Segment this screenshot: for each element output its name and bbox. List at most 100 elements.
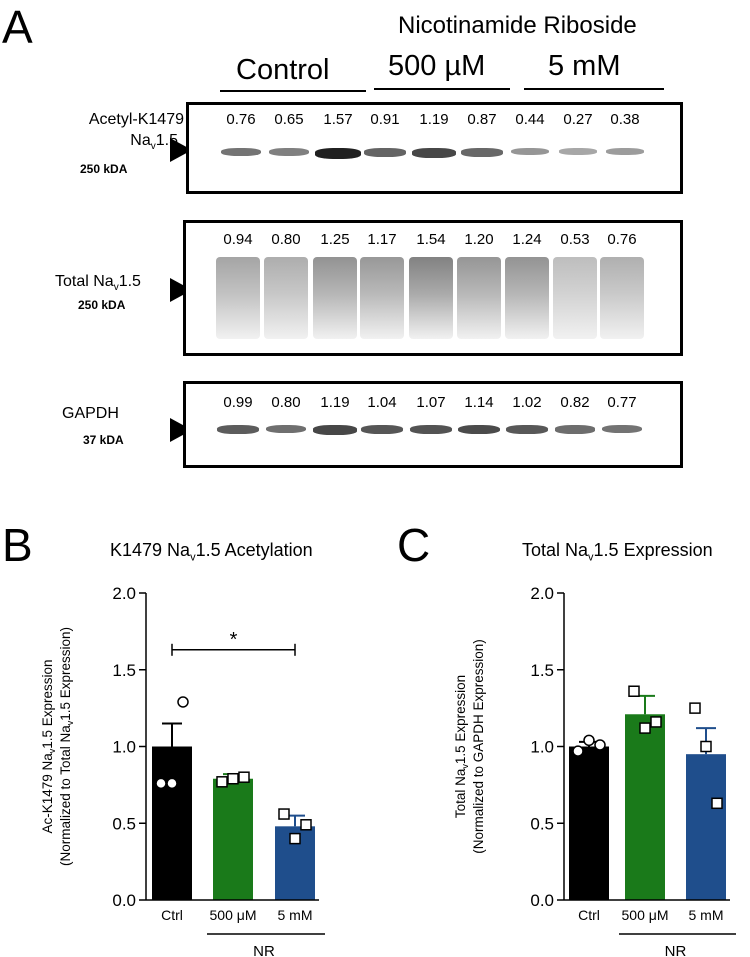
data-point xyxy=(227,772,239,785)
quant-value: 1.25 xyxy=(320,231,350,248)
band-lane xyxy=(313,257,357,339)
quant-value: 1.07 xyxy=(416,394,446,411)
quant-value: 0.94 xyxy=(223,231,253,248)
y-tick-label: 0.0 xyxy=(112,891,136,910)
band-lane xyxy=(315,148,361,159)
blot1-label-line1: Acetyl-K1479 xyxy=(88,111,184,128)
data-point xyxy=(700,740,712,753)
band-lane xyxy=(505,425,549,435)
data-point xyxy=(278,808,290,820)
x-tick-label: 5 mM xyxy=(689,907,724,923)
quant-value: 0.80 xyxy=(271,231,301,248)
bar xyxy=(686,754,726,900)
bar xyxy=(152,746,192,900)
quant-value: 1.04 xyxy=(367,394,397,411)
data-point xyxy=(216,776,228,788)
quant-value: 1.20 xyxy=(464,231,494,248)
band-lane xyxy=(264,257,308,339)
blot2-label: Total Nav1.5 xyxy=(55,273,141,294)
data-point xyxy=(155,777,167,790)
quant-value: 0.44 xyxy=(515,111,545,128)
blot2-kda: 250 kDA xyxy=(78,298,126,312)
panel-a-letter: A xyxy=(2,1,33,53)
treatment-title: Nicotinamide Riboside xyxy=(398,12,637,39)
data-point xyxy=(639,722,651,734)
quant-value: 0.80 xyxy=(271,394,301,411)
quant-value: 0.87 xyxy=(467,111,497,128)
y-tick-label: 1.0 xyxy=(530,738,554,757)
band-lane xyxy=(364,148,406,157)
band-lane xyxy=(559,148,597,156)
data-point xyxy=(177,696,189,708)
band-lane xyxy=(265,425,307,434)
quant-value: 0.53 xyxy=(560,231,590,248)
group-underline-5mm xyxy=(524,88,664,90)
band-lane xyxy=(313,425,357,435)
blot3-label: GAPDH xyxy=(62,405,119,422)
data-point xyxy=(650,716,662,728)
significance-star: * xyxy=(230,629,238,651)
group-underline-500um xyxy=(374,88,510,90)
group-underline-control xyxy=(220,90,366,92)
blot3-kda: 37 kDA xyxy=(83,433,124,447)
blot-total-nav15: 0.94 0.80 1.25 1.17 1.54 1.20 1.24 0.53 0.76 xyxy=(183,220,683,356)
data-point xyxy=(166,777,178,790)
panel-c-letter: C xyxy=(397,519,431,571)
band-lane xyxy=(409,425,453,435)
y-tick-label: 1.5 xyxy=(112,661,136,680)
quant-value: 1.02 xyxy=(512,394,542,411)
bar xyxy=(625,714,665,900)
band-lane xyxy=(412,148,456,158)
y-axis-label-line1: Total Nav1.5 Expression xyxy=(453,675,470,818)
y-tick-label: 2.0 xyxy=(530,584,554,603)
quant-value: 0.38 xyxy=(610,111,640,128)
data-point xyxy=(572,745,584,757)
chart-b: 0.0 0.5 1.0 1.5 2.0 Ac-K1479 Nav1.5 Expressio… xyxy=(40,584,325,957)
band-lane xyxy=(409,257,453,339)
x-tick-label: Ctrl xyxy=(161,907,183,923)
data-point xyxy=(594,739,606,751)
quant-value: 0.27 xyxy=(563,111,593,128)
band-lane xyxy=(220,148,262,157)
x-tick-label: 5 mM xyxy=(278,907,313,923)
quant-value: 1.24 xyxy=(512,231,542,248)
data-point xyxy=(583,734,595,747)
y-axis-label-line2: (Normalized to Total Nav1.5 Expression) xyxy=(58,627,75,866)
blot-gapdh: 0.99 0.80 1.19 1.04 1.07 1.14 1.02 0.82 0.77 xyxy=(183,381,683,468)
band-lane xyxy=(360,425,404,435)
y-tick-label: 1.5 xyxy=(530,661,554,680)
band-lane xyxy=(601,425,643,434)
y-axis-label-line1: Ac-K1479 Nav1.5 Expression xyxy=(40,659,57,833)
x-tick-label: 500 μM xyxy=(210,907,257,923)
blot1-label-line2: Nav1.5 xyxy=(130,131,178,152)
y-tick-label: 0.5 xyxy=(530,814,554,833)
quant-value: 1.19 xyxy=(320,394,350,411)
quant-value: 0.82 xyxy=(560,394,590,411)
chart-c: 0.0 0.5 1.0 1.5 2.0 Total Nav1.5 Expression (N… xyxy=(453,584,736,957)
data-point xyxy=(238,771,250,783)
quant-value: 1.19 xyxy=(419,111,449,128)
quant-value: 1.17 xyxy=(367,231,397,248)
quant-value: 0.76 xyxy=(226,111,256,128)
band-lane xyxy=(510,148,550,156)
band-lane xyxy=(605,148,645,156)
bar xyxy=(213,778,253,900)
band-lane xyxy=(554,425,596,434)
quant-value: 1.54 xyxy=(416,231,446,248)
data-point xyxy=(289,832,301,845)
data-point xyxy=(300,819,312,831)
band-lane xyxy=(457,425,501,435)
group-label-control: Control xyxy=(236,54,330,86)
band-lane xyxy=(553,257,597,339)
chart-c-title: Total Nav1.5 Expression xyxy=(522,540,713,564)
quant-value: 0.77 xyxy=(607,394,637,411)
band-lane xyxy=(457,257,501,339)
band-lane xyxy=(505,257,549,339)
group-label: NR xyxy=(253,943,275,957)
band-lane xyxy=(216,257,260,339)
data-point xyxy=(689,702,701,714)
group-label-5mm: 5 mM xyxy=(548,50,621,82)
quant-value: 1.14 xyxy=(464,394,494,411)
quant-value: 0.65 xyxy=(274,111,304,128)
y-axis-label-line2: (Normalized to GAPDH Expression) xyxy=(471,639,486,854)
